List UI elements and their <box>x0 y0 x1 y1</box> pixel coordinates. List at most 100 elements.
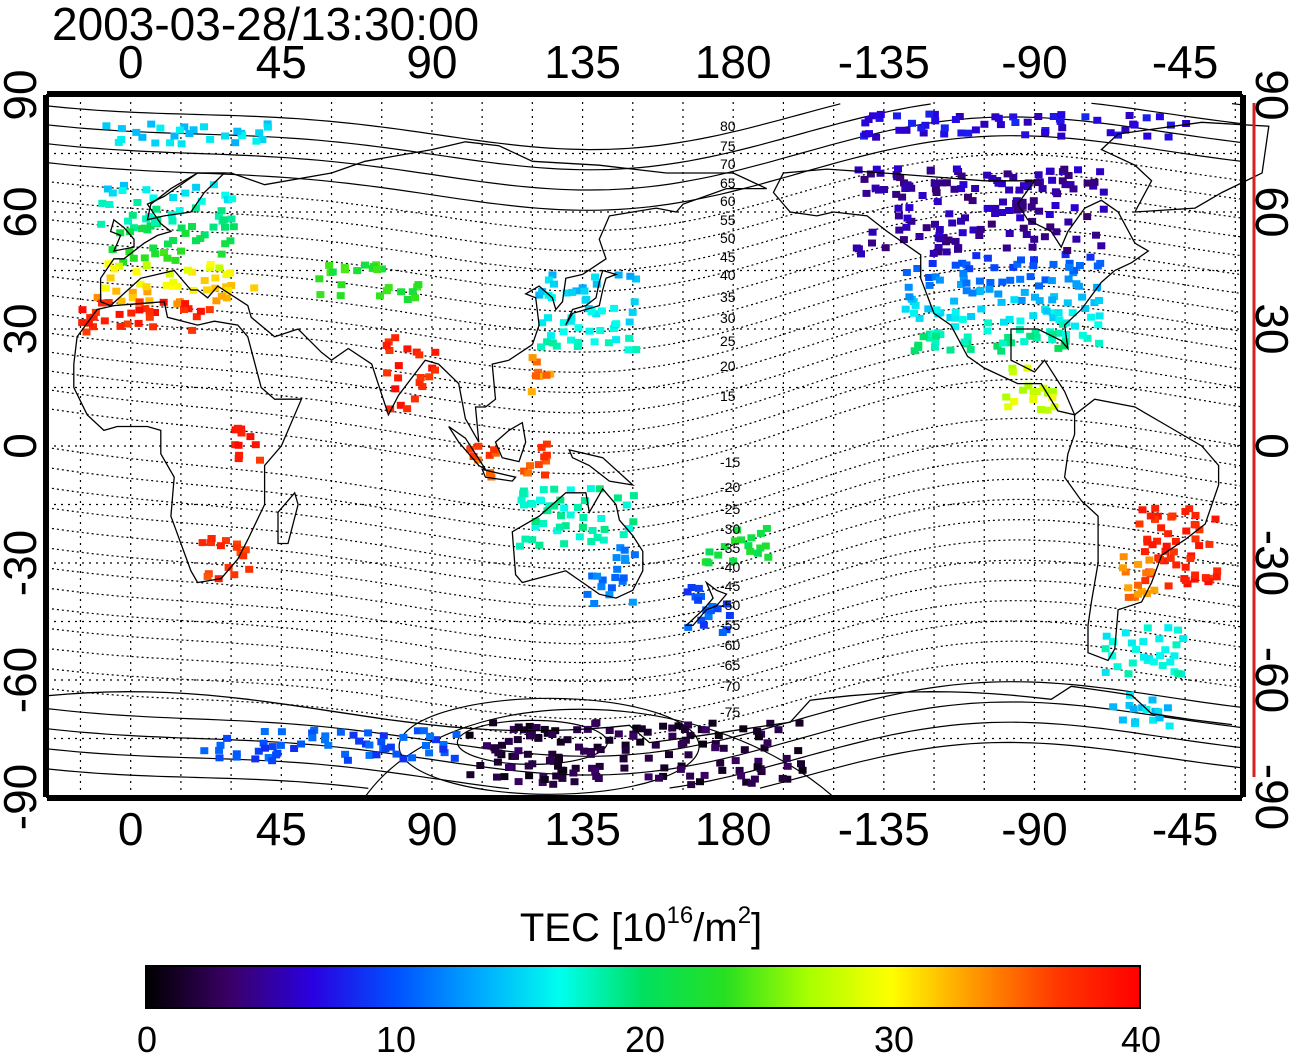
tec-cell <box>997 180 1006 188</box>
tec-cell <box>1055 316 1064 324</box>
tec-cell <box>554 753 563 761</box>
tec-cell <box>1132 645 1141 653</box>
lat-tick-right: 0 <box>1246 433 1292 459</box>
tec-cell <box>1048 335 1057 343</box>
tec-cell <box>783 775 792 783</box>
tec-cell <box>222 537 230 545</box>
tec-cell <box>625 334 634 342</box>
tec-cell <box>729 557 738 565</box>
tec-cell <box>966 345 975 353</box>
tec-cell <box>945 210 954 218</box>
tec-cell <box>794 747 803 755</box>
magnetic-latitude-labels: 80 75 70 65 60 55 50 45 40 35 30 25 20 15 -15 -20 -25 -30… <box>720 118 740 720</box>
tec-cell <box>910 309 918 317</box>
tec-cell <box>624 525 633 532</box>
tec-cell <box>958 315 967 323</box>
tec-cell <box>866 170 875 178</box>
tec-cell <box>961 214 969 222</box>
tec-cell <box>336 728 345 736</box>
tec-cell <box>229 223 238 231</box>
tec-cell <box>394 374 403 382</box>
tec-cell <box>718 629 727 636</box>
tec-cell <box>147 120 156 128</box>
tec-cell <box>156 124 165 132</box>
tec-cell <box>550 502 559 510</box>
tec-cell <box>416 374 425 381</box>
tec-cell <box>1172 641 1181 649</box>
tec-cell <box>936 235 945 243</box>
tec-cell <box>1129 705 1138 713</box>
tec-cell <box>922 224 931 232</box>
tec-cell <box>1026 332 1035 340</box>
tec-cell <box>188 268 197 276</box>
tec-cell <box>753 763 762 771</box>
tec-cell <box>391 334 400 342</box>
tec-cell <box>1096 259 1105 267</box>
tec-cell <box>221 240 230 248</box>
tec-cell <box>500 773 509 781</box>
tec-cell <box>999 339 1007 347</box>
tec-cell <box>766 719 775 727</box>
tec-cell <box>1155 113 1164 121</box>
tec-cell <box>125 248 134 256</box>
tec-cell <box>173 282 182 290</box>
tec-cell <box>1029 312 1038 320</box>
tec-cell <box>82 328 91 336</box>
tec-cell <box>860 175 869 183</box>
tec-cell <box>1148 541 1157 549</box>
tec-cell <box>1012 200 1021 207</box>
tec-cell <box>999 198 1007 206</box>
tec-cell <box>1102 632 1111 640</box>
tec-cell <box>1146 512 1155 520</box>
tec-cell <box>861 119 870 127</box>
tec-cell <box>523 750 532 758</box>
tec-cell <box>915 314 924 322</box>
tec-cell <box>531 517 540 525</box>
tec-cell <box>169 278 178 286</box>
tec-cell <box>118 187 127 194</box>
tec-cell <box>1142 569 1151 577</box>
tec-cell <box>544 314 552 322</box>
lat-tick-left: -90 <box>0 764 46 830</box>
tec-cell <box>954 244 963 252</box>
tec-cell <box>942 248 951 256</box>
tec-cell <box>719 744 728 752</box>
tec-cell <box>1055 329 1063 337</box>
tec-cell <box>963 333 972 341</box>
tec-cell <box>747 534 756 542</box>
tec-cell <box>1124 593 1133 601</box>
tec-cell <box>233 127 242 135</box>
tec-cell <box>181 300 190 308</box>
tec-cell <box>513 736 522 744</box>
tec-cell <box>1151 515 1159 523</box>
tec-cell <box>925 281 934 289</box>
tec-cell <box>591 273 600 281</box>
tec-cell <box>931 273 940 281</box>
tec-cell <box>486 469 494 477</box>
tec-cell <box>162 281 171 289</box>
tec-cell <box>537 443 546 451</box>
tec-cell <box>1020 338 1029 346</box>
tec-cell <box>1070 204 1079 212</box>
tec-cell <box>901 305 910 313</box>
tec-cell <box>123 320 132 328</box>
tec-cell <box>1042 307 1051 315</box>
tec-cell <box>98 299 106 307</box>
tec-cell <box>1033 179 1042 187</box>
tec-cell <box>686 731 695 739</box>
tec-cell <box>382 341 391 349</box>
tec-cell <box>528 536 537 544</box>
tec-cell <box>588 527 597 534</box>
tec-cell <box>1054 309 1063 317</box>
tec-cell <box>1011 119 1020 126</box>
tec-cell <box>600 525 609 533</box>
tec-cell <box>659 772 668 780</box>
tec-cell <box>538 319 547 327</box>
tec-cell <box>629 492 638 500</box>
tec-cell <box>1048 309 1057 317</box>
tec-cell <box>171 256 180 264</box>
tec-cell <box>117 125 126 133</box>
tec-cell <box>714 732 723 739</box>
tec-cell <box>408 288 417 296</box>
tec-cell <box>228 195 237 203</box>
